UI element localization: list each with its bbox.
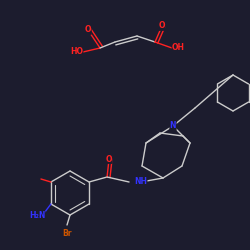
Text: O: O [106, 154, 112, 164]
Text: O: O [85, 26, 91, 35]
Text: N: N [170, 122, 176, 130]
Text: Br: Br [62, 228, 72, 237]
Text: NH: NH [134, 178, 147, 186]
Text: OH: OH [172, 44, 185, 52]
Text: HO: HO [70, 48, 83, 56]
Text: O: O [159, 22, 165, 30]
Text: H₂N: H₂N [29, 212, 45, 220]
